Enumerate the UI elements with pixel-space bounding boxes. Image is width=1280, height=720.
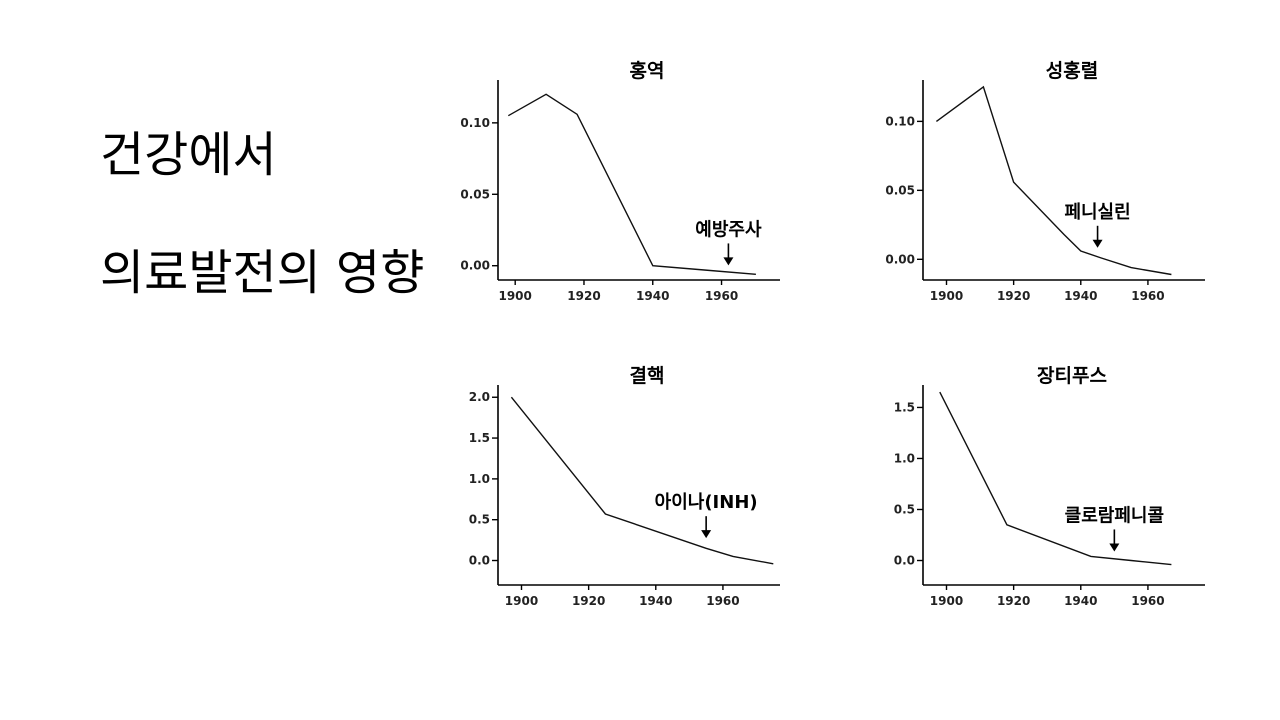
series-line [507, 93, 756, 275]
y-tick-label: 0.10 [460, 116, 490, 130]
y-tick-label: 1.0 [894, 451, 915, 465]
annotation-label: 페니실린 [1064, 202, 1130, 223]
y-tick-label: 0.0 [894, 554, 915, 568]
annotation-arrowhead [723, 257, 734, 266]
x-tick-label: 1920 [997, 289, 1030, 303]
y-tick-label: 2.0 [469, 390, 490, 404]
series-line [939, 391, 1172, 566]
x-tick-label: 1900 [498, 289, 531, 303]
y-tick-label: 0.5 [469, 513, 490, 527]
y-tick-label: 0.5 [894, 502, 915, 516]
x-tick-label: 1960 [705, 289, 738, 303]
y-tick-label: 0.05 [460, 187, 490, 201]
annotation-arrowhead [1092, 239, 1103, 248]
slide-title-line2: 의료발전의 영향 [100, 245, 425, 301]
x-tick-label: 1920 [997, 594, 1030, 608]
x-tick-label: 1920 [567, 289, 600, 303]
series-line [935, 85, 1172, 276]
x-tick-label: 1940 [636, 289, 669, 303]
y-tick-label: 1.0 [469, 472, 490, 486]
x-tick-label: 1940 [1064, 289, 1097, 303]
chart-svg: 장티푸스 0.0 0.5 1.0 1.5 1900 1920 1940 1960 클로람페니콜 [894, 365, 1205, 608]
chart-scarlet-fever: 성홍렬 0.00 0.05 0.10 1900 1920 1940 1960 페니실린 [875, 55, 1205, 345]
chart-measles: 홍역 0.00 0.05 0.10 1900 1920 1940 1960 예방주사 [450, 55, 780, 345]
x-tick-label: 1960 [1131, 594, 1164, 608]
y-tick-label: 0.10 [885, 114, 915, 128]
x-tick-label: 1960 [1131, 289, 1164, 303]
series-line [510, 396, 774, 565]
y-tick-label: 1.5 [469, 431, 490, 445]
chart-title: 결핵 [630, 365, 665, 387]
chart-svg: 결핵 0.0 0.5 1.0 1.5 2.0 1900 1920 1940 1960 아이나(INH… [469, 365, 780, 608]
y-tick-label: 0.00 [885, 252, 915, 266]
chart-typhoid: 장티푸스 0.0 0.5 1.0 1.5 1900 1920 1940 1960 클로람페니콜 [875, 360, 1205, 650]
x-tick-label: 1900 [930, 289, 963, 303]
x-tick-label: 1960 [706, 594, 739, 608]
annotation-arrowhead [1109, 543, 1120, 552]
x-tick-label: 1900 [505, 594, 538, 608]
x-tick-label: 1940 [1064, 594, 1097, 608]
chart-tuberculosis: 결핵 0.0 0.5 1.0 1.5 2.0 1900 1920 1940 1960 아이나(INH… [450, 360, 780, 650]
chart-title: 장티푸스 [1037, 365, 1107, 387]
chart-title: 성홍렬 [1046, 59, 1098, 82]
annotation-arrowhead [701, 530, 712, 539]
chart-title: 홍역 [630, 59, 665, 82]
slide-title-line1: 건강에서 [100, 127, 277, 183]
y-tick-label: 1.5 [894, 400, 915, 414]
x-tick-label: 1900 [930, 594, 963, 608]
x-tick-label: 1920 [572, 594, 605, 608]
chart-svg: 홍역 0.00 0.05 0.10 1900 1920 1940 1960 예방주사 [460, 59, 780, 303]
x-tick-label: 1940 [639, 594, 672, 608]
annotation-label: 예방주사 [695, 219, 762, 240]
annotation-label: 클로람페니콜 [1065, 505, 1164, 526]
y-tick-label: 0.0 [469, 554, 490, 568]
y-tick-label: 0.05 [885, 183, 915, 197]
y-tick-label: 0.00 [460, 259, 490, 273]
slide-title: 건강에서 의료발전의 영향 [100, 128, 430, 300]
chart-svg: 성홍렬 0.00 0.05 0.10 1900 1920 1940 1960 페니실린 [885, 59, 1205, 303]
annotation-label: 아이나(INH) [655, 492, 758, 513]
